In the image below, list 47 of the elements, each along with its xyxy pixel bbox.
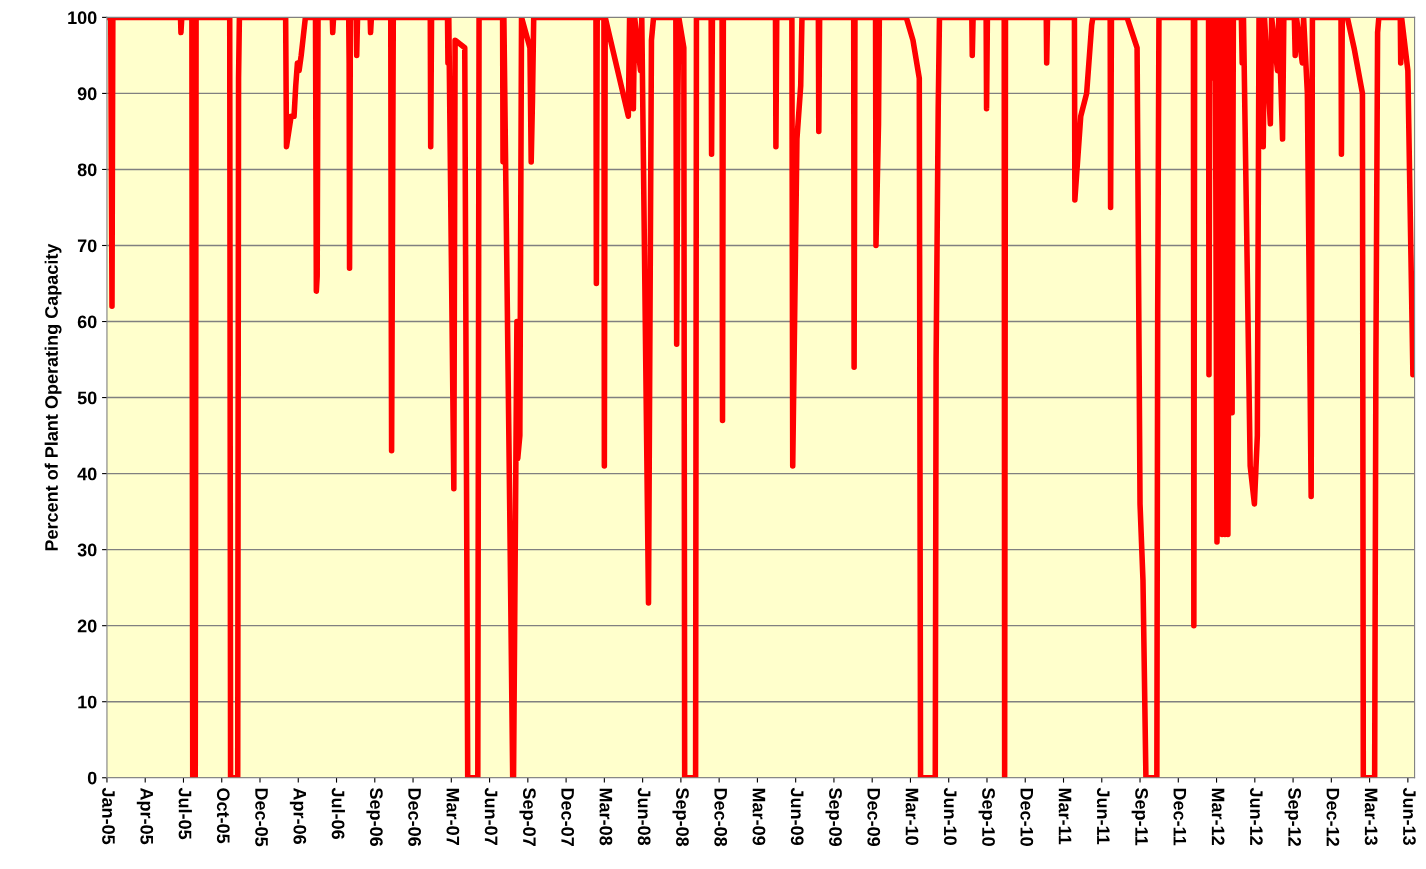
x-tick-label: Jul-05 <box>178 787 192 840</box>
x-tick-label: Mar-07 <box>446 788 460 845</box>
x-tick-label: Sep-11 <box>1131 788 1148 846</box>
x-tick-label: Dec-11 <box>1173 788 1187 846</box>
y-axis-title: Percent of Plant Operating Capacity <box>44 243 62 551</box>
y-tick-label: 0 <box>87 771 97 785</box>
x-tick-label: Sep-07 <box>519 788 536 846</box>
x-tick-label: Jun-10 <box>943 787 957 845</box>
x-tick-label: Apr-05 <box>136 787 154 845</box>
x-tick-label: Dec-06 <box>408 788 421 847</box>
x-tick-label: Jun-07 <box>484 787 498 845</box>
x-tick-label: Dec-08 <box>714 788 728 847</box>
x-tick-label: Sep-06 <box>366 788 383 847</box>
x-tick-label: Jun-08 <box>637 787 651 846</box>
x-tick-label: Dec-10 <box>1020 788 1034 846</box>
x-tick-label: Dec-07 <box>561 788 575 846</box>
y-tick-label: 80 <box>77 163 97 177</box>
x-tick-label: Dec-12 <box>1326 788 1340 846</box>
y-tick-label: 90 <box>77 87 97 101</box>
x-tick-label: Mar-10 <box>905 788 919 845</box>
x-tick-label: Jun-13 <box>1402 787 1416 846</box>
x-tick-label: Mar-09 <box>752 788 766 846</box>
x-tick-label: Sep-10 <box>978 788 995 846</box>
x-tick-label: Sep-12 <box>1284 788 1302 846</box>
x-tick-label: Mar-08 <box>599 788 613 846</box>
y-tick-label: 50 <box>77 391 97 405</box>
y-tick-label: 70 <box>77 239 97 253</box>
y-tick-label: 40 <box>77 467 97 481</box>
x-tick-label: Mar-12 <box>1211 788 1225 845</box>
x-tick-label: Apr-06 <box>289 787 307 845</box>
x-tick-label: Mar-11 <box>1058 788 1072 845</box>
x-tick-label: Sep-09 <box>825 788 842 847</box>
x-tick-label: Jan-05 <box>102 787 115 845</box>
y-tick-label: 10 <box>78 695 97 709</box>
x-tick-label: Mar-13 <box>1364 788 1378 846</box>
x-tick-label: Dec-09 <box>867 788 881 847</box>
x-tick-label: Sep-08 <box>672 788 689 847</box>
y-tick-label: 60 <box>77 315 97 329</box>
x-tick-label: Jun-12 <box>1249 787 1263 845</box>
y-tick-label: 30 <box>77 543 97 557</box>
x-tick-label: Oct-05 <box>216 788 230 844</box>
x-tick-label: Dec-05 <box>255 788 268 847</box>
x-tick-label: Jul-06 <box>331 787 345 840</box>
y-tick-label: 20 <box>77 619 97 633</box>
y-tick-label: 100 <box>68 11 97 25</box>
x-tick-label: Jun-11 <box>1096 787 1110 845</box>
x-tick-label: Jun-09 <box>790 787 804 845</box>
